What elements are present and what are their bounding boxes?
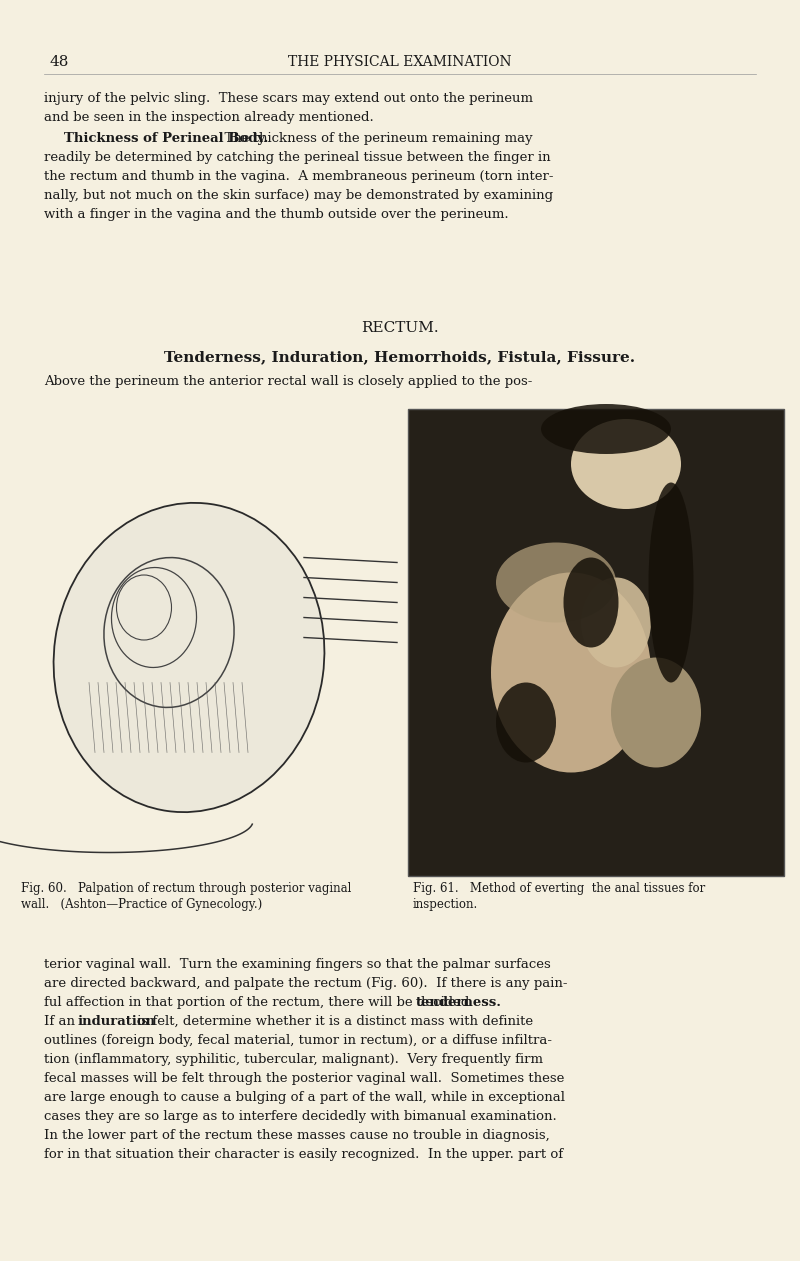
Text: Fig. 60.   Palpation of rectum through posterior vaginal: Fig. 60. Palpation of rectum through pos…: [21, 881, 351, 895]
Text: fecal masses will be felt through the posterior vaginal wall.  Sometimes these: fecal masses will be felt through the po…: [44, 1072, 564, 1084]
Text: are directed backward, and palpate the rectum (Fig. 60).  If there is any pain-: are directed backward, and palpate the r…: [44, 977, 567, 990]
Text: tion (inflammatory, syphilitic, tubercular, malignant).  Very frequently firm: tion (inflammatory, syphilitic, tubercul…: [44, 1053, 543, 1066]
Text: is felt, determine whether it is a distinct mass with definite: is felt, determine whether it is a disti…: [133, 1015, 533, 1028]
Ellipse shape: [491, 572, 651, 773]
Ellipse shape: [571, 419, 681, 509]
Text: THE PHYSICAL EXAMINATION: THE PHYSICAL EXAMINATION: [288, 55, 512, 69]
Text: the rectum and thumb in the vagina.  A membraneous perineum (torn inter-: the rectum and thumb in the vagina. A me…: [44, 170, 554, 183]
Ellipse shape: [581, 578, 651, 667]
Text: RECTUM.: RECTUM.: [361, 322, 439, 335]
Text: outlines (foreign body, fecal material, tumor in rectum), or a diffuse infiltra-: outlines (foreign body, fecal material, …: [44, 1034, 552, 1047]
Text: with a finger in the vagina and the thumb outside over the perineum.: with a finger in the vagina and the thum…: [44, 208, 509, 221]
Text: and be seen in the inspection already mentioned.: and be seen in the inspection already me…: [44, 111, 374, 124]
Text: Thickness of Perineal Body.: Thickness of Perineal Body.: [64, 132, 268, 145]
Text: injury of the pelvic sling.  These scars may extend out onto the perineum: injury of the pelvic sling. These scars …: [44, 92, 533, 105]
Ellipse shape: [611, 657, 701, 768]
Ellipse shape: [496, 682, 556, 763]
Text: 48: 48: [50, 55, 70, 69]
Text: nally, but not much on the skin surface) may be demonstrated by examining: nally, but not much on the skin surface)…: [44, 189, 553, 202]
Text: If an: If an: [44, 1015, 79, 1028]
Text: wall.   (Ashton—Practice of Gynecology.): wall. (Ashton—Practice of Gynecology.): [21, 898, 262, 910]
Text: Above the perineum the anterior rectal wall is closely applied to the pos-: Above the perineum the anterior rectal w…: [44, 375, 532, 388]
Ellipse shape: [563, 557, 618, 647]
Text: The thickness of the perineum remaining may: The thickness of the perineum remaining …: [216, 132, 532, 145]
Text: for in that situation their character is easily recognized.  In the upper. part : for in that situation their character is…: [44, 1148, 563, 1161]
Text: inspection.: inspection.: [413, 898, 478, 910]
Text: ful affection in that portion of the rectum, there will be decided: ful affection in that portion of the rec…: [44, 996, 474, 1009]
Bar: [408, 409, 784, 876]
Text: tenderness.: tenderness.: [416, 996, 502, 1009]
Text: readily be determined by catching the perineal tissue between the finger in: readily be determined by catching the pe…: [44, 151, 550, 164]
Text: terior vaginal wall.  Turn the examining fingers so that the palmar surfaces: terior vaginal wall. Turn the examining …: [44, 958, 550, 971]
Ellipse shape: [54, 503, 325, 812]
Text: Fig. 61.   Method of everting  the anal tissues for: Fig. 61. Method of everting the anal tis…: [413, 881, 706, 895]
Bar: [16, 409, 392, 876]
Ellipse shape: [649, 483, 694, 682]
Text: induration: induration: [78, 1015, 155, 1028]
Ellipse shape: [541, 404, 671, 454]
Text: In the lower part of the rectum these masses cause no trouble in diagnosis,: In the lower part of the rectum these ma…: [44, 1129, 550, 1142]
Ellipse shape: [496, 542, 616, 623]
Text: Tenderness, Induration, Hemorrhoids, Fistula, Fissure.: Tenderness, Induration, Hemorrhoids, Fis…: [165, 351, 635, 364]
Text: cases they are so large as to interfere decidedly with bimanual examination.: cases they are so large as to interfere …: [44, 1110, 557, 1124]
Text: are large enough to cause a bulging of a part of the wall, while in exceptional: are large enough to cause a bulging of a…: [44, 1091, 565, 1103]
